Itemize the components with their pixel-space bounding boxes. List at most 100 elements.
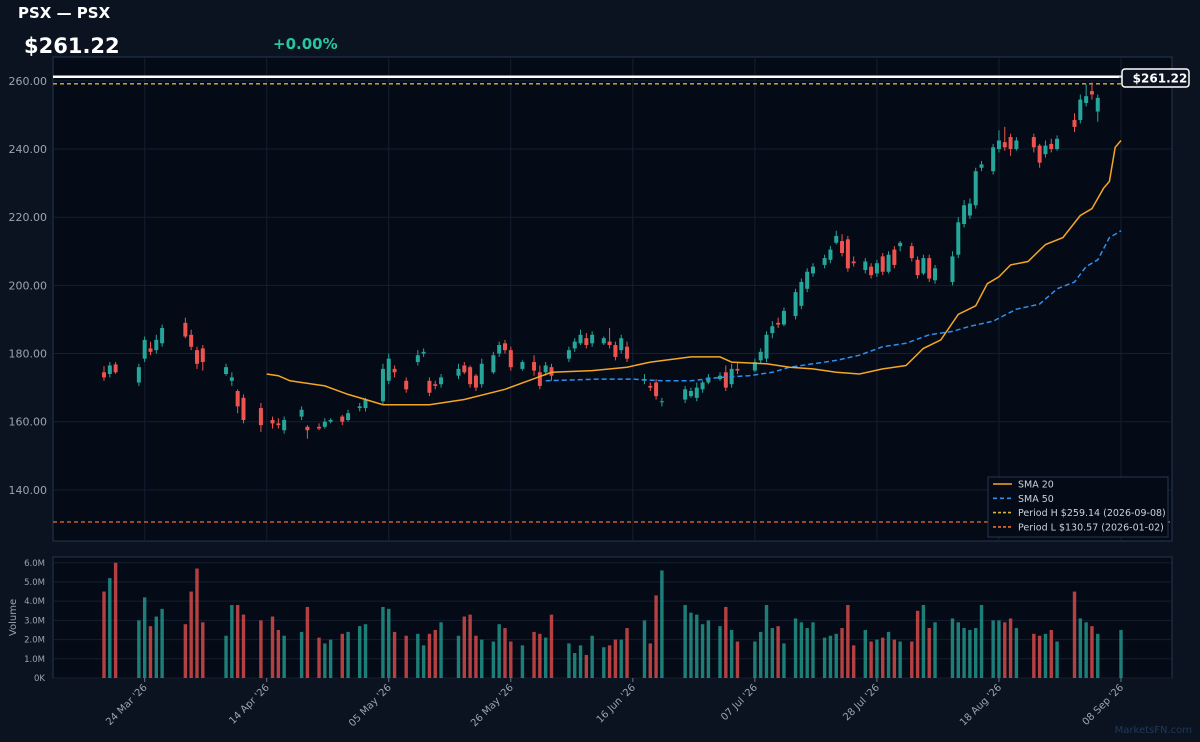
volume-bar: [578, 645, 583, 678]
volume-tick-label: 5.0M: [24, 578, 45, 588]
volume-bar: [573, 653, 577, 678]
y-tick-label: 140.00: [9, 484, 48, 497]
volume-tick-label: 2.0M: [24, 636, 45, 646]
x-tick-label: 08 Sep '26: [1081, 682, 1127, 728]
volume-tick-label: 6.0M: [24, 559, 45, 569]
candle-body: [183, 322, 188, 337]
candle-body: [224, 367, 229, 374]
candle-body: [328, 420, 333, 422]
legend-label: SMA 20: [1018, 480, 1054, 491]
candle-body: [828, 249, 833, 260]
volume-bar: [230, 605, 234, 678]
candle-body: [933, 268, 938, 281]
legend-box: [987, 476, 1169, 538]
current-price: $261.22: [24, 34, 120, 58]
volume-bar: [1037, 635, 1042, 678]
candle-body: [915, 259, 920, 276]
volume-bar: [468, 614, 472, 678]
volume-bar: [148, 626, 153, 678]
candle-body: [572, 341, 577, 349]
volume-bar: [846, 605, 850, 678]
volume-bar: [538, 633, 542, 678]
candle-body: [683, 389, 688, 400]
candlesticks: [102, 76, 1123, 439]
candle-body: [380, 368, 385, 402]
volume-bar: [724, 606, 728, 678]
volume-bar: [892, 639, 897, 678]
candle-body: [404, 380, 409, 390]
candle-body: [770, 326, 775, 334]
volume-bar: [590, 635, 594, 678]
volume-bar: [654, 595, 658, 678]
candle-body: [392, 368, 397, 373]
candle-body: [973, 171, 978, 206]
candle-body: [346, 413, 351, 420]
volume-bar: [1014, 628, 1019, 678]
price-tag-box: [1121, 68, 1190, 88]
volume-bar: [497, 624, 501, 678]
volume-bar: [968, 629, 972, 678]
volume-bar: [584, 654, 589, 678]
candle-body: [909, 246, 914, 259]
candle-body: [845, 239, 850, 269]
candle-body: [752, 362, 757, 371]
volume-bar: [1072, 591, 1077, 678]
candle-body: [851, 261, 856, 264]
candle-body: [136, 367, 141, 383]
y-tick-label: 260.00: [9, 75, 48, 88]
volume-bar: [706, 620, 711, 678]
volume-bar: [834, 633, 838, 678]
candle-body: [305, 426, 310, 431]
x-tick-label: 16 Jun '26: [595, 682, 638, 725]
candle-body: [258, 408, 263, 426]
candle-body: [107, 365, 112, 374]
candle-body: [1049, 143, 1054, 150]
volume-bar: [898, 641, 902, 678]
candle-body: [834, 235, 839, 243]
candle-body: [810, 266, 815, 274]
sma20-line: [266, 140, 1122, 406]
candle-body: [776, 322, 781, 325]
volume-bar: [979, 605, 984, 678]
volume-bar: [142, 597, 147, 678]
volume-bar: [1090, 626, 1094, 678]
volume-bar: [567, 643, 571, 678]
candle-body: [299, 409, 304, 417]
volume-bar: [869, 641, 873, 678]
volume-bar: [1119, 629, 1123, 678]
candle-body: [520, 362, 525, 369]
candle-body: [898, 242, 903, 247]
candle-body: [991, 147, 996, 172]
candle-body: [1084, 96, 1089, 104]
volume-bar: [863, 629, 867, 678]
grid-lines: [53, 57, 1172, 679]
watermark: MarketsFN.com: [1114, 725, 1192, 736]
candle-body: [1072, 120, 1077, 127]
candle-body: [996, 140, 1001, 150]
candle-body: [282, 420, 287, 431]
candle-body: [950, 256, 955, 282]
volume-bar: [695, 614, 699, 678]
volume-bar: [421, 645, 426, 678]
candle-body: [1089, 91, 1094, 95]
volume-panel: [52, 556, 1173, 679]
candle-body: [1095, 97, 1100, 112]
candle-body: [764, 334, 769, 359]
volume-bar: [241, 614, 246, 678]
y-tick-label: 220.00: [9, 211, 48, 224]
volume-bar: [602, 647, 606, 678]
candle-body: [625, 346, 630, 359]
candle-body: [590, 334, 595, 344]
candle-body: [886, 254, 891, 272]
candle-body: [148, 348, 153, 352]
candle-body: [468, 367, 473, 385]
candle-body: [508, 350, 513, 368]
moving-averages: [266, 140, 1122, 406]
volume-bar: [1032, 633, 1036, 678]
volume-bar: [299, 631, 304, 678]
candle-body: [317, 426, 322, 429]
candle-body: [706, 377, 711, 383]
candle-body: [439, 377, 444, 385]
volume-bar: [387, 608, 391, 678]
volume-bar: [729, 629, 734, 678]
